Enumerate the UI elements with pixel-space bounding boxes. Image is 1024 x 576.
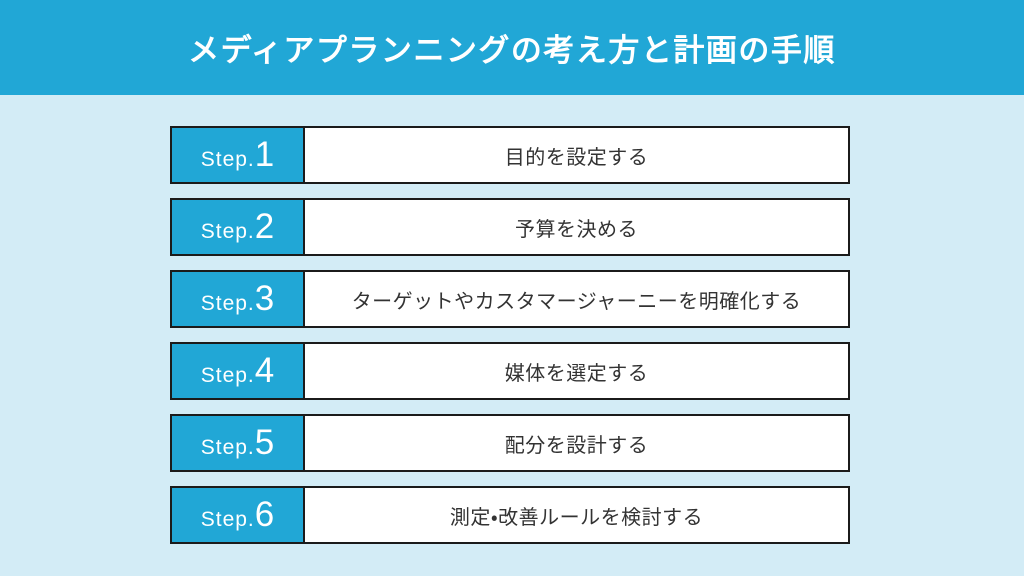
step-description: 予算を決める: [515, 218, 638, 241]
step-row-5: Step. 5 配分を設計する: [170, 414, 850, 472]
step-prefix: Step.: [200, 508, 255, 531]
step-row-3: Step. 3 ターゲットやカスタマージャーニーを明確化する: [170, 270, 850, 328]
step-description: 媒体を選定する: [504, 362, 649, 385]
step-description: ターゲットやカスタマージャーニーを明確化する: [351, 290, 802, 313]
step-number: 3: [254, 279, 275, 318]
step-description: 目的を設定する: [504, 146, 649, 169]
step-description: 配分を設計する: [504, 434, 649, 457]
step-prefix: Step.: [200, 220, 255, 243]
step-label-4: Step. 4: [172, 344, 305, 398]
step-label-3: Step. 3: [172, 272, 305, 326]
step-prefix: Step.: [200, 148, 255, 171]
step-number: 2: [254, 207, 275, 246]
step-prefix: Step.: [200, 436, 255, 459]
step-row-1: Step. 1 目的を設定する: [170, 126, 850, 184]
step-row-4: Step. 4 媒体を選定する: [170, 342, 850, 400]
step-description: 測定・改善ルールを検討する: [449, 506, 704, 529]
step-label-2: Step. 2: [172, 200, 305, 254]
steps-list: Step. 1 目的を設定する Step. 2 予算を決める Step. 3 ターゲッ…: [170, 126, 850, 558]
step-prefix: Step.: [200, 364, 255, 387]
page-title: メディアプランニングの考え方と計画の手順: [188, 33, 836, 68]
step-label-1: Step. 1: [172, 128, 305, 182]
header-banner: メディアプランニングの考え方と計画の手順: [0, 0, 1024, 95]
step-prefix: Step.: [200, 292, 255, 315]
step-number: 1: [254, 135, 275, 174]
step-label-6: Step. 6: [172, 488, 305, 542]
step-label-5: Step. 5: [172, 416, 305, 470]
step-row-6: Step. 6 測定・改善ルールを検討する: [170, 486, 850, 544]
step-row-2: Step. 2 予算を決める: [170, 198, 850, 256]
step-number: 4: [254, 351, 275, 390]
step-number: 5: [254, 423, 275, 462]
step-number: 6: [254, 495, 275, 534]
